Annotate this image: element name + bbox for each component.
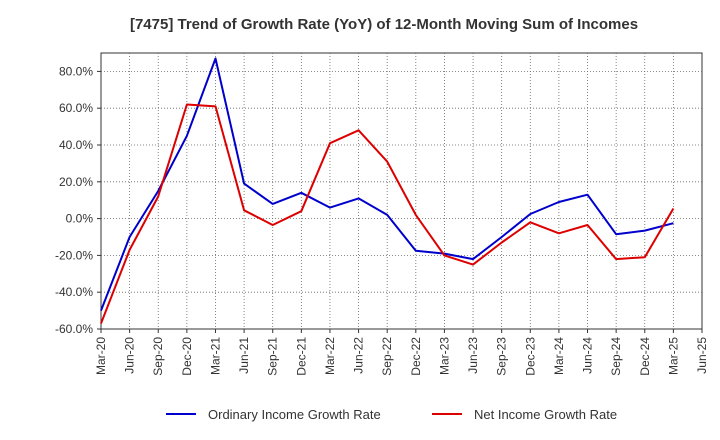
x-tick-label: Jun-24 [581,337,595,374]
y-tick-label: 60.0% [59,101,93,115]
grid-lines [101,53,702,329]
x-tick-label: Jun-22 [352,337,366,374]
x-tick-label: Mar-21 [208,337,222,375]
y-tick-label: -20.0% [55,248,93,262]
x-tick-label: Jun-20 [123,337,137,374]
chart-title: [7475] Trend of Growth Rate (YoY) of 12-… [130,16,638,33]
axis-ticks [97,70,703,333]
plot-area [100,52,703,330]
x-tick-label: Dec-24 [638,337,652,376]
x-tick-label: Mar-24 [552,337,566,375]
y-tick-label: 0.0% [66,212,94,226]
x-tick-label: Dec-20 [180,337,194,376]
y-tick-label: 80.0% [59,64,93,78]
legend-label-ordinary-income: Ordinary Income Growth Rate [208,407,381,422]
series-line-0 [100,57,674,311]
series-line-1 [100,103,675,324]
x-tick-label: Mar-22 [323,337,337,375]
x-tick-label: Jun-23 [466,337,480,374]
y-tick-label: 20.0% [59,175,93,189]
x-tick-label: Mar-25 [666,337,680,375]
x-tick-label: Dec-22 [409,337,423,376]
x-tick-label: Mar-20 [94,337,108,375]
x-tick-label: Sep-23 [495,337,509,376]
x-tick-label: Dec-23 [523,337,537,376]
x-tick-label: Jun-21 [237,337,251,374]
x-tick-label: Jun-25 [695,337,709,374]
y-tick-label: 40.0% [59,138,93,152]
x-axis-labels: Mar-20 Jun-20 Sep-20 Dec-20 Mar-21 Jun-21 Sep-… [94,337,709,376]
x-tick-label: Sep-22 [380,337,394,376]
x-tick-label: Sep-20 [151,337,165,376]
x-tick-label: Sep-21 [266,337,280,376]
legend: Ordinary Income Growth Rate Net Income G… [166,407,617,422]
x-tick-label: Sep-24 [609,337,623,376]
legend-label-net-income: Net Income Growth Rate [474,407,617,422]
x-tick-label: Mar-23 [437,337,451,375]
series-lines [100,57,675,324]
x-tick-label: Dec-21 [294,337,308,376]
y-axis-labels: -60.0% -40.0% -20.0% 0.0% 20.0% 40.0% 60.0% 80.… [55,64,93,336]
y-tick-label: -40.0% [55,285,93,299]
y-tick-label: -60.0% [55,322,93,336]
